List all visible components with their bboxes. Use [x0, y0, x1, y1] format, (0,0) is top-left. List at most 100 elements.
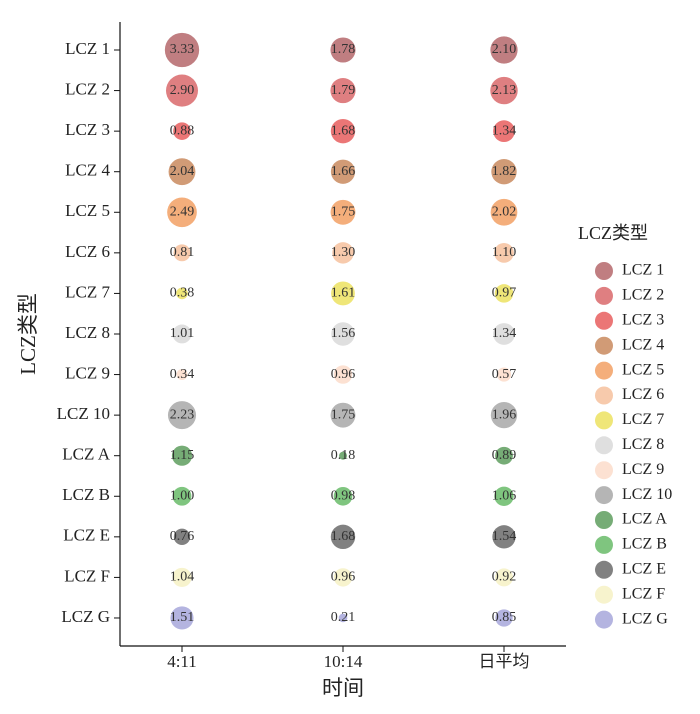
y-tick-label: LCZ 8	[65, 323, 110, 342]
bubble	[172, 324, 192, 344]
value-label: 1.78	[331, 42, 356, 57]
y-tick-label: LCZ 6	[65, 242, 110, 261]
value-label: 1.06	[492, 488, 517, 503]
value-label: 2.90	[170, 83, 195, 98]
value-label: 1.68	[331, 529, 356, 544]
bubble	[494, 284, 514, 303]
value-label: 1.56	[331, 326, 356, 341]
legend-label: LCZ B	[622, 536, 667, 553]
value-label: 0.81	[170, 245, 195, 260]
bubble	[330, 118, 356, 144]
legend-label: LCZ 8	[622, 436, 664, 453]
legend-label: LCZ 7	[622, 411, 664, 428]
bubble	[494, 242, 514, 263]
value-label: 1.75	[331, 407, 356, 422]
legend-marker	[595, 411, 613, 430]
value-label: 1.68	[331, 123, 356, 138]
value-label: 1.34	[492, 326, 517, 341]
value-label: 1.51	[170, 610, 195, 625]
legend-marker	[595, 560, 613, 579]
bubble	[339, 451, 347, 460]
legend-marker	[595, 386, 613, 405]
bubble	[330, 77, 356, 104]
value-label: 1.04	[170, 570, 195, 585]
legend-marker	[595, 610, 613, 629]
bubble	[173, 122, 191, 140]
bubble	[173, 244, 191, 262]
y-tick-label: LCZ 10	[57, 404, 110, 423]
legend-label: LCZ 6	[622, 386, 664, 403]
value-label: 1.96	[492, 407, 517, 422]
value-label: 2.13	[492, 83, 517, 98]
legend-marker	[595, 461, 613, 480]
value-label: 1.30	[331, 245, 356, 260]
value-label: 0.96	[331, 367, 356, 382]
value-label: 0.34	[170, 367, 195, 382]
legend-label: LCZ A	[622, 511, 667, 528]
legend-title: LCZ类型	[578, 223, 648, 243]
value-label: 1.15	[170, 448, 195, 463]
y-tick-label: LCZ 7	[65, 282, 110, 301]
legend-marker	[595, 262, 613, 280]
value-label: 1.10	[492, 245, 517, 260]
y-tick-label: LCZ 3	[65, 120, 110, 139]
value-label: 2.02	[492, 204, 517, 219]
bubble	[493, 120, 515, 143]
value-label: 0.89	[492, 448, 517, 463]
bubble	[170, 606, 194, 630]
legend-label: LCZ 10	[622, 486, 672, 503]
legend-label: LCZ 2	[622, 287, 664, 304]
bubble	[491, 159, 517, 185]
bubble	[330, 402, 356, 428]
legend-label: LCZ E	[622, 560, 666, 577]
value-label: 2.04	[170, 164, 195, 179]
legend-marker	[595, 585, 613, 604]
legend-label: LCZ 3	[622, 311, 664, 328]
bubble	[176, 369, 188, 381]
bubble	[492, 525, 516, 549]
y-tick-label: LCZ 4	[65, 161, 110, 180]
bubble	[164, 32, 200, 68]
value-label: 0.18	[331, 448, 356, 463]
bubble	[330, 199, 356, 225]
bubble	[495, 609, 513, 627]
bubble	[172, 486, 192, 506]
legend-label: LCZ G	[622, 610, 668, 627]
x-tick-label: 日平均	[479, 652, 530, 671]
bubble	[172, 567, 192, 587]
value-label: 1.75	[331, 204, 356, 219]
value-label: 1.66	[331, 164, 356, 179]
value-label: 0.98	[331, 488, 356, 503]
value-label: 0.57	[492, 367, 517, 382]
bubble	[496, 367, 512, 382]
y-axis-title: LCZ类型	[16, 293, 40, 375]
value-label: 0.85	[492, 610, 517, 625]
value-label: 1.82	[492, 164, 517, 179]
y-tick-label: LCZ 5	[65, 201, 110, 220]
value-label: 0.97	[492, 286, 517, 301]
y-tick-label: LCZ E	[63, 526, 110, 545]
bubble	[333, 568, 353, 587]
bubble	[167, 401, 197, 430]
bubble	[490, 401, 518, 429]
legend-marker	[595, 486, 613, 505]
value-label: 0.21	[331, 610, 356, 625]
value-label: 2.23	[170, 407, 195, 422]
bubble	[173, 528, 191, 546]
value-label: 0.88	[170, 123, 195, 138]
bubble	[176, 287, 188, 300]
y-tick-label: LCZ A	[62, 445, 110, 464]
legend-label: LCZ 9	[622, 461, 664, 478]
bubble	[495, 446, 513, 465]
value-label: 1.00	[170, 488, 195, 503]
legend-marker	[595, 336, 613, 355]
value-label: 0.96	[331, 570, 356, 585]
legend-marker	[595, 361, 613, 380]
bubble	[490, 198, 518, 226]
bubble	[332, 242, 354, 264]
y-tick-label: LCZ 1	[65, 39, 110, 58]
bubble	[167, 197, 197, 228]
value-label: 1.54	[492, 529, 517, 544]
y-tick-label: LCZ F	[64, 566, 110, 585]
